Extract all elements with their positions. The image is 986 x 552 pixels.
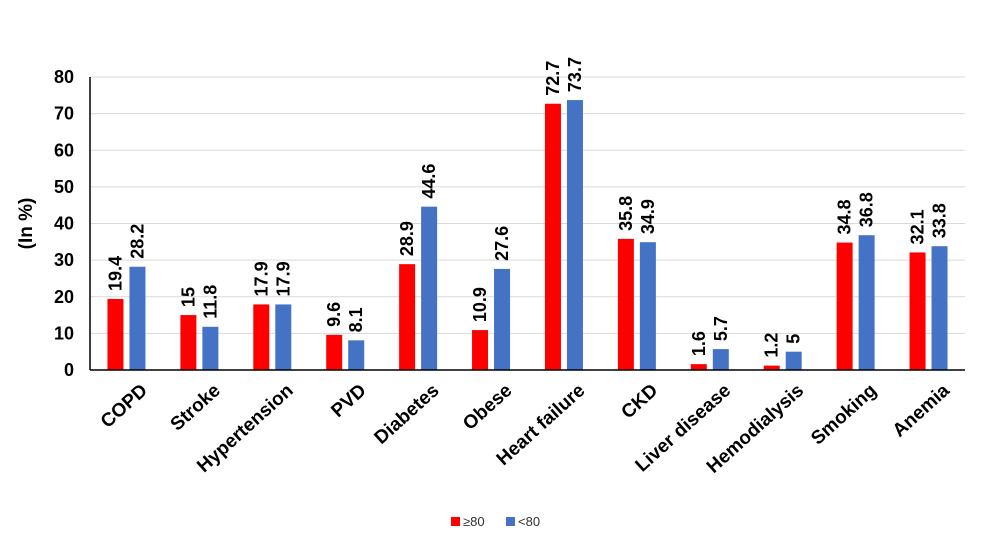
bar [253, 304, 270, 370]
data-label: 1.2 [762, 333, 782, 358]
bar [107, 298, 124, 370]
category-label: Obese [459, 380, 516, 434]
category-label: COPD [97, 380, 152, 432]
data-label: 44.6 [419, 164, 439, 199]
y-axis-title: (In %) [16, 198, 37, 250]
data-label: 17.9 [273, 261, 293, 296]
y-tick-label: 50 [54, 177, 74, 197]
bar [763, 365, 780, 370]
data-label: 72.7 [543, 61, 563, 96]
bar [909, 252, 926, 370]
y-tick-label: 60 [54, 140, 74, 160]
data-label: 9.6 [324, 302, 344, 327]
bar [712, 349, 729, 370]
bar [348, 340, 365, 370]
bar [399, 264, 416, 370]
legend: ≥80 <80 [451, 514, 540, 529]
bar [326, 334, 343, 370]
bars [107, 100, 948, 370]
data-label: 28.9 [397, 221, 417, 256]
y-axis-ticks: 0 10 20 30 40 50 60 70 80 [54, 67, 74, 380]
bar [931, 246, 948, 370]
bar [690, 364, 707, 370]
data-label: 34.8 [835, 199, 855, 234]
category-label: Smoking [807, 380, 881, 449]
category-label: Stroke [167, 380, 225, 435]
data-label: 5 [784, 334, 804, 344]
data-label: 1.6 [689, 331, 709, 356]
data-label: 10.9 [470, 287, 490, 322]
data-label: 5.7 [711, 316, 731, 341]
bar [180, 315, 197, 370]
legend-label: <80 [518, 514, 540, 529]
bar [566, 100, 583, 370]
legend-swatch [506, 517, 515, 526]
data-label: 19.4 [105, 256, 125, 291]
bar [617, 238, 634, 370]
y-tick-label: 20 [54, 287, 74, 307]
legend-swatch [451, 517, 460, 526]
data-label: 11.8 [200, 285, 220, 319]
data-label: 36.8 [857, 192, 877, 227]
bar [858, 235, 875, 370]
data-label: 73.7 [565, 57, 585, 92]
bar [639, 242, 656, 370]
data-labels: 19.428.2 15 11.8 17.9 17.9 9.6 8.1 28.9 44.6 10.9… [105, 57, 949, 358]
data-label: 28.2 [127, 224, 147, 259]
data-label: 33.8 [930, 203, 950, 238]
bar [494, 268, 511, 370]
y-tick-label: 30 [54, 250, 74, 270]
bar [202, 326, 219, 370]
bar [129, 266, 146, 370]
y-tick-label: 80 [54, 67, 74, 87]
category-label: Anemia [889, 380, 954, 442]
gridlines [90, 76, 965, 334]
data-label: 34.9 [638, 199, 658, 234]
y-tick-label: 10 [54, 323, 74, 343]
category-label: Diabetes [371, 380, 444, 449]
y-tick-label: 70 [54, 104, 74, 124]
category-label: CKD [618, 380, 663, 423]
y-tick-label: 0 [64, 360, 74, 380]
data-label: 17.9 [251, 261, 271, 296]
bar [275, 304, 292, 370]
y-tick-label: 40 [54, 214, 74, 234]
data-label: 8.1 [346, 307, 366, 332]
data-label: 35.8 [616, 196, 636, 231]
category-label: PVD [327, 380, 370, 422]
legend-label: ≥80 [463, 514, 485, 529]
data-label: 15 [178, 287, 198, 307]
data-label: 32.1 [908, 209, 928, 244]
bar [421, 206, 438, 370]
bar [544, 103, 561, 370]
data-label: 27.6 [492, 226, 512, 261]
bar [472, 330, 489, 370]
bar [836, 242, 853, 370]
bar [785, 351, 802, 370]
